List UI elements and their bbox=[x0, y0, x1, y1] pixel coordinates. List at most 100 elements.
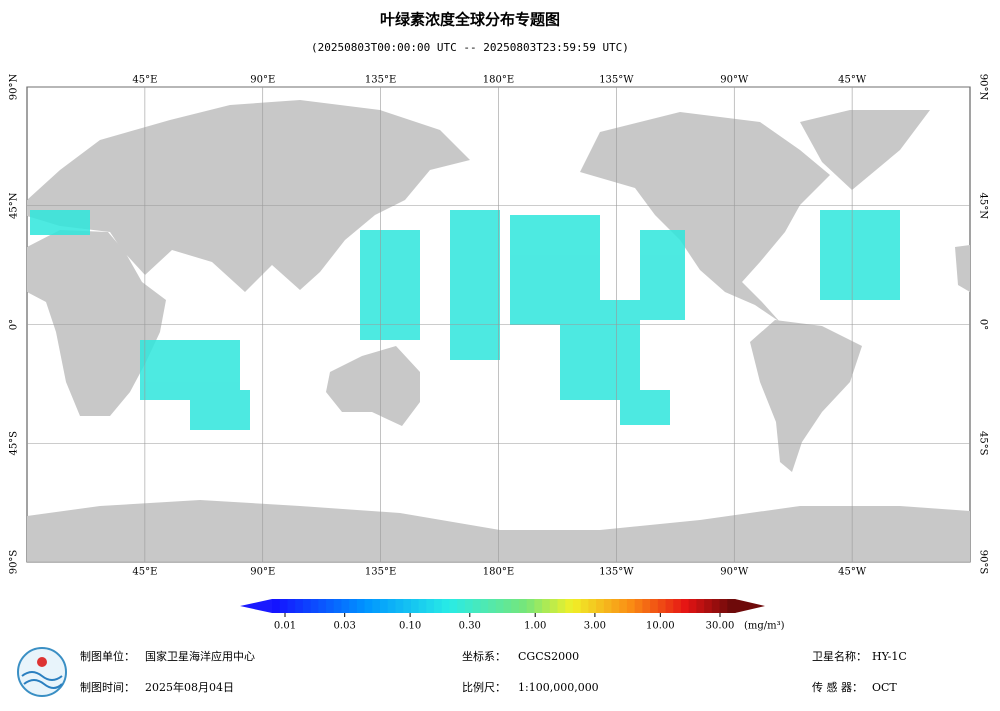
footer-value: HY-1C bbox=[872, 650, 907, 663]
colorbar-label: 0.10 bbox=[399, 621, 421, 632]
lat-label: 0° bbox=[9, 319, 20, 330]
footer-value: 国家卫星海洋应用中心 bbox=[145, 649, 255, 663]
footer-value: CGCS2000 bbox=[518, 650, 579, 663]
colorbar-swatch bbox=[356, 599, 366, 613]
colorbar-swatch bbox=[341, 599, 350, 613]
colorbar-label: 3.00 bbox=[584, 621, 606, 632]
colorbar-swatch bbox=[518, 599, 528, 613]
lon-label: 90°E bbox=[250, 567, 275, 578]
lon-label: 135°W bbox=[599, 75, 634, 86]
lon-label: 45°E bbox=[132, 75, 157, 86]
colorbar-swatch bbox=[272, 599, 281, 613]
colorbar-swatch bbox=[657, 599, 667, 613]
colorbar-swatch bbox=[372, 599, 381, 613]
subtitle: (20250803T00:00:00 UTC -- 20250803T23:59… bbox=[311, 41, 629, 54]
land bbox=[750, 320, 862, 472]
colorbar-swatch bbox=[626, 599, 636, 613]
footer-value: 2025年08月04日 bbox=[145, 680, 234, 694]
colorbar-swatch bbox=[696, 599, 705, 613]
colorbar-swatch bbox=[727, 599, 736, 613]
colorbar-label: 10.00 bbox=[646, 621, 675, 632]
lon-label: 90°E bbox=[250, 75, 275, 86]
map bbox=[26, 86, 971, 563]
lon-label: 135°W bbox=[599, 567, 634, 578]
colorbar-label: 0.03 bbox=[334, 621, 356, 632]
colorbar-swatch bbox=[619, 599, 628, 613]
land bbox=[27, 100, 470, 292]
lon-label: 180°E bbox=[483, 75, 514, 86]
colorbar-swatch bbox=[295, 599, 304, 613]
colorbar bbox=[240, 599, 765, 617]
footer-value: OCT bbox=[872, 681, 897, 694]
title: 叶绿素浓度全球分布专题图 bbox=[380, 11, 560, 29]
colorbar-swatch bbox=[634, 599, 643, 613]
lat-label: 90°N bbox=[978, 74, 989, 101]
colorbar-swatch bbox=[480, 599, 489, 613]
lat-label: 90°S bbox=[9, 550, 20, 575]
land bbox=[800, 110, 930, 190]
colorbar-swatch bbox=[395, 599, 404, 613]
lon-label: 135°E bbox=[365, 567, 396, 578]
footer-label: 制图时间： bbox=[80, 681, 135, 694]
colorbar-swatch bbox=[326, 599, 335, 613]
colorbar-swatch bbox=[542, 599, 551, 613]
colorbar-swatch bbox=[665, 599, 674, 613]
colorbar-swatch bbox=[673, 599, 682, 613]
lon-label: 135°E bbox=[365, 75, 396, 86]
land bbox=[580, 112, 830, 322]
lat-label: 90°N bbox=[9, 74, 20, 101]
colorbar-swatch bbox=[380, 599, 389, 613]
lat-label: 45°N bbox=[9, 192, 20, 219]
land bbox=[326, 346, 420, 426]
colorbar-swatch bbox=[711, 599, 721, 613]
lat-label: 45°S bbox=[978, 431, 989, 456]
colorbar-swatch bbox=[302, 599, 312, 613]
footer-label: 比例尺： bbox=[462, 680, 506, 694]
colorbar-swatch bbox=[549, 599, 559, 613]
colorbar-swatch bbox=[449, 599, 458, 613]
colorbar-swatch bbox=[704, 599, 713, 613]
footer-value: 1:100,000,000 bbox=[518, 681, 599, 694]
lon-label: 180°E bbox=[483, 567, 514, 578]
colorbar-swatch bbox=[503, 599, 512, 613]
colorbar-swatch bbox=[279, 599, 288, 613]
colorbar-swatch bbox=[434, 599, 443, 613]
colorbar-arrow bbox=[735, 599, 765, 613]
colorbar-swatch bbox=[534, 599, 543, 613]
lon-label: 90°W bbox=[720, 75, 749, 86]
land bbox=[955, 245, 970, 292]
colorbar-swatch bbox=[557, 599, 566, 613]
colorbar-swatch bbox=[472, 599, 481, 613]
colorbar-swatch bbox=[688, 599, 697, 613]
land bbox=[27, 230, 166, 416]
colorbar-swatch bbox=[418, 599, 427, 613]
colorbar-swatch bbox=[464, 599, 474, 613]
lon-label: 45°W bbox=[838, 567, 867, 578]
colorbar-swatch bbox=[488, 599, 497, 613]
colorbar-swatch bbox=[457, 599, 466, 613]
colorbar-swatch bbox=[318, 599, 327, 613]
lat-label: 90°S bbox=[978, 550, 989, 575]
footer-label: 卫星名称： bbox=[812, 649, 867, 663]
chlorophyll-coverage bbox=[30, 210, 900, 430]
colorbar-swatch bbox=[526, 599, 535, 613]
colorbar-swatch bbox=[650, 599, 659, 613]
colorbar-swatch bbox=[719, 599, 728, 613]
colorbar-swatch bbox=[565, 599, 574, 613]
colorbar-swatch bbox=[364, 599, 373, 613]
colorbar-swatch bbox=[680, 599, 690, 613]
colorbar-swatch bbox=[410, 599, 420, 613]
colorbar-swatch bbox=[387, 599, 396, 613]
colorbar-swatch bbox=[310, 599, 319, 613]
colorbar-label: 30.00 bbox=[706, 621, 735, 632]
colorbar-swatch bbox=[495, 599, 504, 613]
colorbar-unit: (mg/m³) bbox=[744, 621, 785, 632]
colorbar-swatch bbox=[441, 599, 450, 613]
colorbar-label: 0.01 bbox=[274, 621, 296, 632]
lat-label: 0° bbox=[978, 319, 989, 330]
colorbar-swatch bbox=[588, 599, 597, 613]
colorbar-swatch bbox=[287, 599, 296, 613]
colorbar-label: 0.30 bbox=[459, 621, 481, 632]
footer-label: 制图单位： bbox=[80, 649, 135, 663]
